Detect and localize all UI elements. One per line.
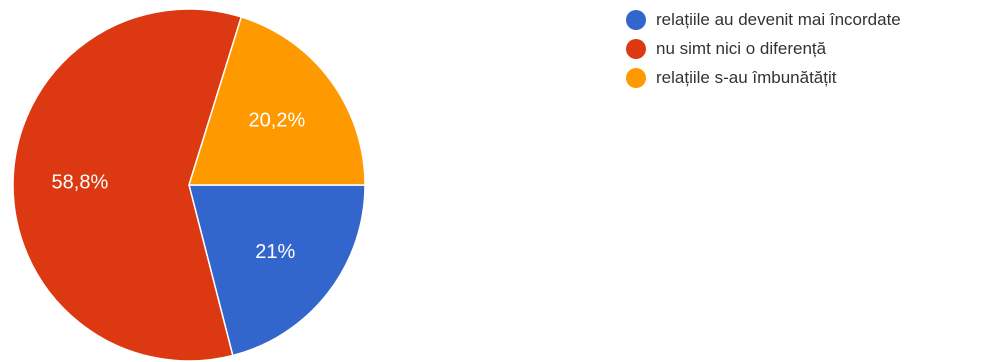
legend-swatch xyxy=(626,68,646,88)
slice-label: 20,2% xyxy=(249,109,306,131)
legend: relațiile au devenit mai încordate nu si… xyxy=(626,7,901,94)
legend-label: nu simt nici o diferență xyxy=(656,39,827,58)
pie-slice[interactable] xyxy=(12,8,243,362)
pie-slices xyxy=(12,8,366,362)
pie-chart: 21% 58,8% 20,2% xyxy=(12,8,366,362)
legend-label: relațiile s-au îmbunătățit xyxy=(656,68,837,87)
legend-label: relațiile au devenit mai încordate xyxy=(656,10,901,29)
pie-slice[interactable] xyxy=(188,184,366,357)
legend-item[interactable]: relațiile s-au îmbunătățit xyxy=(626,65,901,91)
pie-labels: 21% 58,8% 20,2% xyxy=(52,109,306,263)
legend-swatch xyxy=(626,10,646,30)
legend-item[interactable]: nu simt nici o diferență xyxy=(626,36,901,62)
slice-label: 21% xyxy=(255,241,295,263)
slice-label: 58,8% xyxy=(52,171,109,193)
pie-slice[interactable] xyxy=(187,16,366,186)
legend-item[interactable]: relațiile au devenit mai încordate xyxy=(626,7,901,33)
legend-swatch xyxy=(626,39,646,59)
